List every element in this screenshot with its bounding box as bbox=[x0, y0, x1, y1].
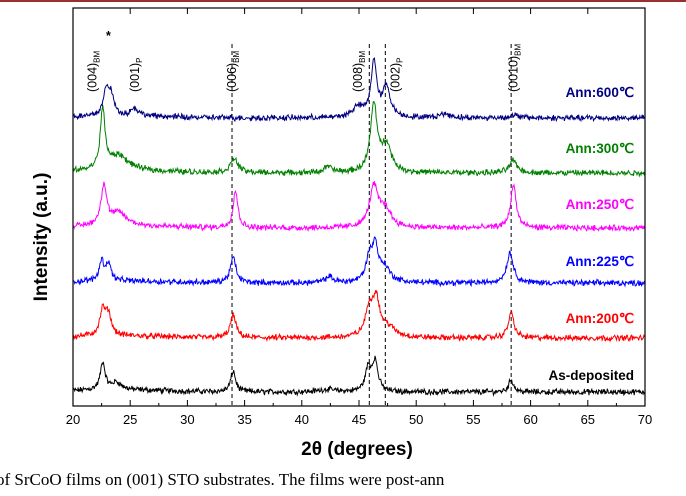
peak-label-1: * bbox=[106, 29, 111, 43]
peak-label-3: (006)BM bbox=[225, 50, 241, 92]
x-tick-label-10: 70 bbox=[638, 412, 652, 427]
series-line-4 bbox=[72, 100, 646, 178]
xrd-chart: 20 25 30 35 40 45 50 55 60 65 70 As-deposited Ann:2… bbox=[31, 7, 652, 460]
peak-label-5: (002)P bbox=[389, 57, 405, 92]
peak-labels: (004)BM * (001)P (006)BM (008)BM (002)P (0010)… bbox=[85, 29, 522, 92]
series-label-2: Ann:225℃ bbox=[566, 254, 635, 269]
x-tick-label-4: 40 bbox=[295, 412, 309, 427]
series-line-2 bbox=[72, 236, 646, 288]
peak-label-4: (008)BM bbox=[351, 50, 367, 92]
top-rule bbox=[0, 0, 686, 2]
series-line-1 bbox=[72, 289, 646, 343]
series-line-3 bbox=[72, 181, 646, 232]
peak-label-6: (0010)BM bbox=[506, 44, 522, 92]
series-line-5 bbox=[72, 57, 646, 123]
x-tick-label-6: 50 bbox=[409, 412, 423, 427]
series-line-0 bbox=[72, 355, 646, 398]
x-tick-label-9: 65 bbox=[581, 412, 595, 427]
x-tick-label-5: 45 bbox=[352, 412, 366, 427]
x-tick-label-7: 55 bbox=[466, 412, 480, 427]
series-label-5: Ann:600℃ bbox=[566, 85, 635, 100]
series-label-3: Ann:250℃ bbox=[566, 197, 635, 212]
caption-text: of SrCoO films on (001) STO substrates. … bbox=[0, 471, 445, 489]
x-tick-label-3: 35 bbox=[237, 412, 251, 427]
series-label-0: As-deposited bbox=[548, 368, 634, 383]
x-tick-label-2: 30 bbox=[180, 412, 194, 427]
peak-label-2: (001)P bbox=[128, 57, 144, 92]
x-tick-label-1: 25 bbox=[123, 412, 137, 427]
figure-caption: of SrCoO films on (001) STO substrates. … bbox=[0, 471, 686, 496]
peak-label-0: (004)BM bbox=[85, 50, 101, 92]
series-labels: As-deposited Ann:200℃ Ann:225℃ Ann:250℃ Ann:… bbox=[548, 85, 634, 383]
y-axis-title: Intensity (a.u.) bbox=[31, 173, 52, 302]
series-group bbox=[72, 57, 646, 398]
x-axis-title: 2θ (degrees) bbox=[301, 439, 413, 460]
reference-lines bbox=[231, 44, 512, 406]
x-ticks: 20 25 30 35 40 45 50 55 60 65 70 bbox=[66, 8, 652, 427]
x-tick-label-8: 60 bbox=[523, 412, 537, 427]
series-label-4: Ann:300℃ bbox=[566, 141, 635, 156]
series-label-1: Ann:200℃ bbox=[566, 311, 635, 326]
x-tick-label-0: 20 bbox=[66, 412, 80, 427]
